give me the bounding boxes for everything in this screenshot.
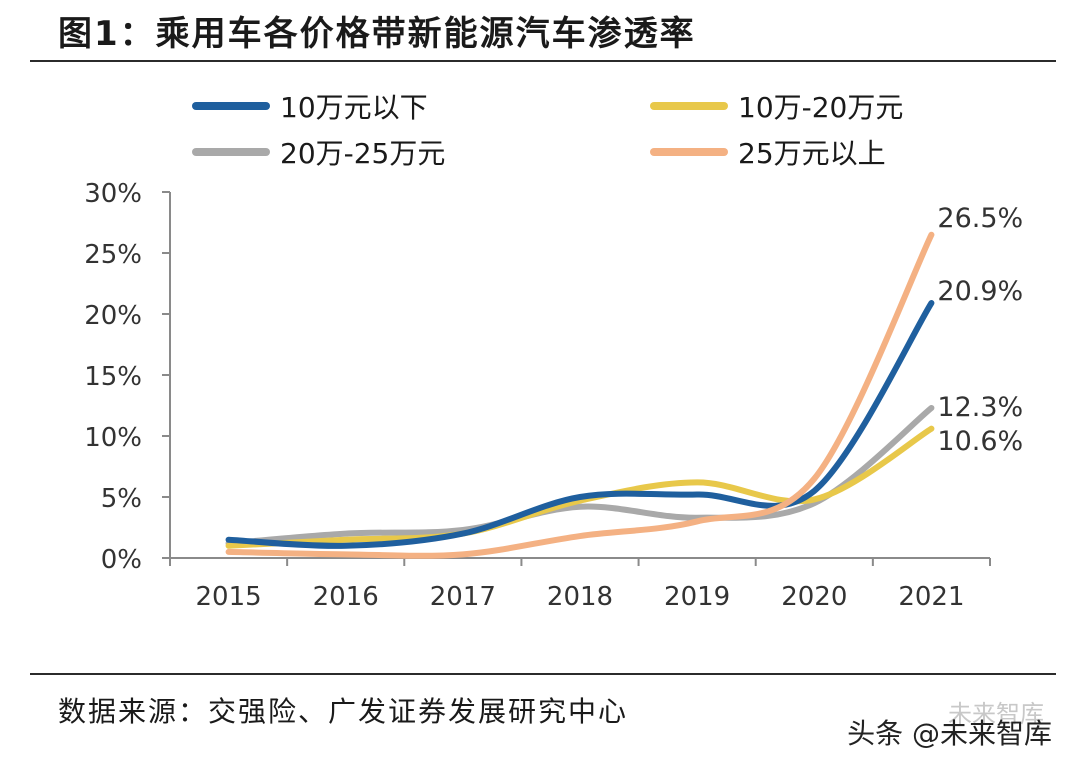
legend-swatch — [650, 148, 728, 156]
top-divider — [30, 60, 1056, 62]
y-tick-label: 30% — [84, 179, 142, 209]
legend-swatch — [192, 148, 270, 156]
y-tick-label: 25% — [84, 240, 142, 270]
data-source-note: 数据来源：交强险、广发证券发展研究中心 — [58, 695, 629, 728]
y-tick-label: 0% — [101, 545, 142, 575]
x-tick-label: 2016 — [313, 582, 379, 612]
chart-title: 图1：乘用车各价格带新能源汽车渗透率 — [58, 14, 696, 54]
y-tick-label: 10% — [84, 423, 142, 453]
x-tick-label: 2019 — [664, 582, 730, 612]
y-tick-label: 15% — [84, 362, 142, 392]
x-tick-label: 2015 — [195, 582, 261, 612]
legend-swatch — [192, 102, 270, 110]
watermark: 头条 @未来智库 — [847, 717, 1052, 750]
data-label: 20.9% — [937, 276, 1023, 307]
legend-item-under-10w: 10万元以下 — [192, 88, 428, 124]
y-tick-label: 5% — [101, 484, 142, 514]
series-line-3 — [225, 231, 935, 559]
legend-swatch — [650, 102, 728, 110]
legend-item-over-25w: 25万元以上 — [650, 134, 886, 170]
legend-label: 20万-25万元 — [280, 137, 446, 170]
bottom-divider — [30, 673, 1056, 675]
x-tick-label: 2017 — [430, 582, 496, 612]
legend-item-20w-25w: 20万-25万元 — [192, 134, 445, 170]
x-tick-label: 2018 — [547, 582, 613, 612]
data-label: 10.6% — [937, 426, 1023, 457]
legend-label: 10万元以下 — [280, 91, 428, 124]
legend-item-10w-20w: 10万-20万元 — [650, 88, 903, 124]
x-tick-label: 2021 — [898, 582, 964, 612]
legend-label: 10万-20万元 — [738, 91, 904, 124]
data-label: 12.3% — [937, 392, 1023, 423]
x-tick-label: 2020 — [781, 582, 847, 612]
watermark-ghost: 未来智库 — [948, 700, 1044, 728]
series-line-0 — [225, 300, 935, 549]
data-label: 26.5% — [937, 203, 1023, 234]
y-tick-label: 20% — [84, 301, 142, 331]
series-line-1 — [225, 425, 935, 549]
legend-label: 25万元以上 — [738, 137, 886, 170]
